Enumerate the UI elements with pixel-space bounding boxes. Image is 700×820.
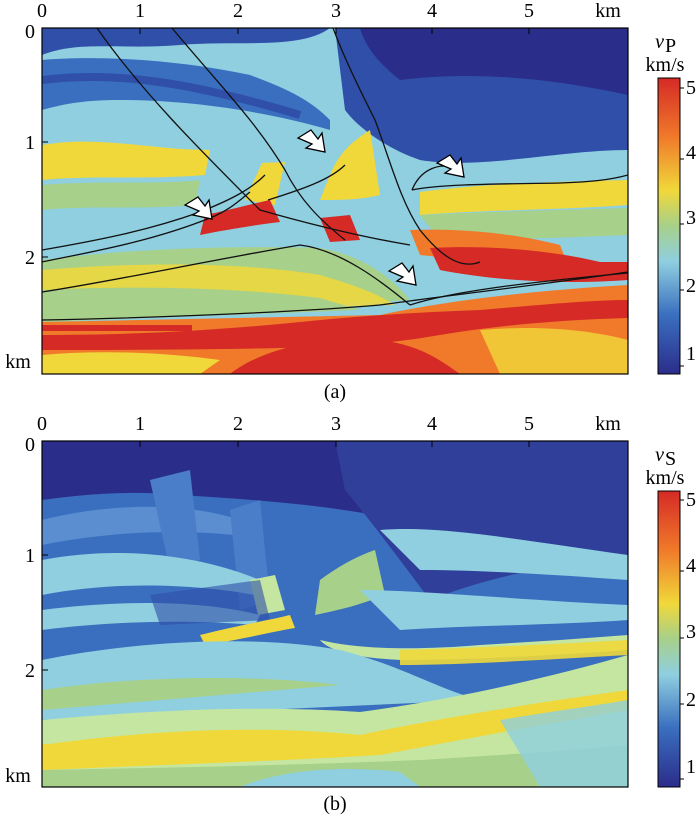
x-tick-label: 2 (233, 413, 243, 435)
y-tick-label: 2 (25, 660, 35, 682)
colorbar-tick: 2 (686, 275, 696, 297)
colorbar-tick: 1 (686, 756, 696, 778)
vp-velocity-image (42, 28, 628, 374)
y-tick-label: 2 (25, 247, 35, 269)
colorbar-tick: 5 (686, 489, 696, 511)
colorbar-unit: km/s (646, 467, 685, 489)
x-unit-label: km (595, 0, 621, 22)
vp-y-axis: 0 1 2 km (5, 21, 48, 373)
arrow-icon (435, 154, 465, 178)
colorbar-subscript: P (665, 35, 676, 57)
x-tick-label: 5 (524, 413, 534, 435)
panel-b: 0 1 2 3 4 5 km 0 1 2 km v S (5, 413, 696, 815)
colorbar-symbol: v (655, 444, 664, 466)
colorbar-tick: 4 (686, 555, 696, 577)
y-tick-label: 0 (25, 434, 35, 456)
x-tick-label: 5 (524, 0, 534, 22)
vs-velocity-image (42, 441, 628, 787)
colorbar-tick: 3 (686, 207, 696, 229)
vp-annotation-arrows (183, 129, 465, 286)
vp-plot-frame (41, 27, 629, 375)
vs-colorbar: v S km/s 5 4 3 2 1 (646, 444, 696, 788)
y-tick-label: 1 (25, 132, 35, 154)
colorbar-unit: km/s (646, 54, 685, 76)
y-tick-label: 1 (25, 545, 35, 567)
colorbar-subscript: S (665, 448, 676, 470)
x-unit-label: km (595, 413, 621, 435)
vp-x-axis: 0 1 2 3 4 5 km (37, 0, 621, 34)
panel-caption: (b) (323, 793, 346, 815)
vs-x-axis: 0 1 2 3 4 5 km (37, 413, 621, 447)
x-tick-label: 3 (331, 0, 341, 22)
panel-a: 0 1 2 3 4 5 km 0 1 2 km v P (5, 0, 696, 403)
x-tick-label: 0 (37, 413, 47, 435)
x-tick-label: 0 (37, 0, 47, 22)
colorbar-tick: 1 (686, 343, 696, 365)
panel-caption: (a) (324, 381, 346, 403)
colorbar-tick: 5 (686, 77, 696, 99)
colorbar-gradient (657, 77, 681, 375)
arrow-icon (387, 262, 417, 286)
colorbar-tick: 3 (686, 621, 696, 643)
y-unit-label: km (5, 351, 31, 373)
x-tick-label: 1 (135, 413, 145, 435)
arrow-icon (296, 129, 326, 153)
x-tick-label: 3 (331, 413, 341, 435)
x-tick-label: 4 (427, 0, 437, 22)
colorbar-tick: 2 (686, 689, 696, 711)
colorbar-gradient (657, 490, 681, 788)
colorbar-tick: 4 (686, 142, 696, 164)
colorbar-symbol: v (655, 31, 664, 53)
x-tick-label: 1 (135, 0, 145, 22)
vp-colorbar: v P km/s 5 4 3 2 1 (646, 31, 696, 375)
vs-plot-frame (41, 440, 629, 788)
x-tick-label: 4 (427, 413, 437, 435)
vs-y-axis: 0 1 2 km (5, 434, 48, 787)
y-unit-label: km (5, 765, 31, 787)
y-tick-label: 0 (25, 21, 35, 43)
arrow-icon (183, 196, 213, 220)
x-tick-label: 2 (233, 0, 243, 22)
